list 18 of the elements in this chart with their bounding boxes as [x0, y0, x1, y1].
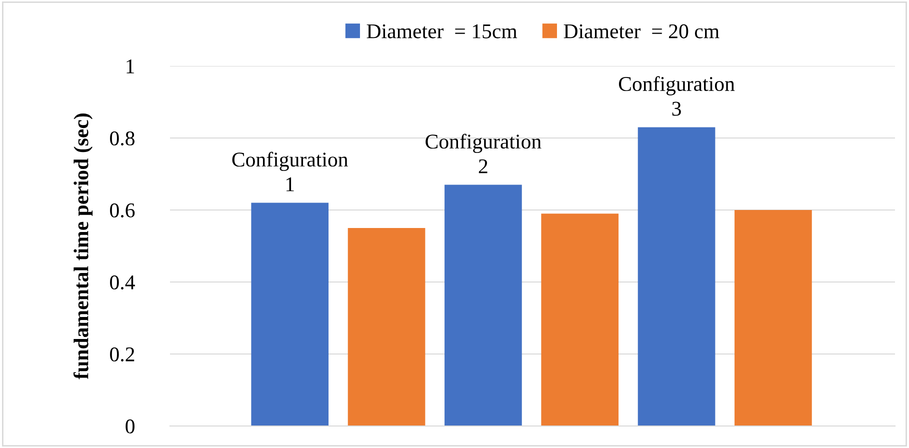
bar: [734, 210, 812, 426]
bar: [348, 228, 426, 426]
y-axis-title: fundamental time period (sec): [73, 114, 93, 380]
bar: [638, 127, 716, 426]
x-tick-label: Configuration 1: [232, 152, 348, 192]
bar: [541, 214, 619, 426]
y-tick-label: 1: [126, 59, 134, 74]
y-tick-label: 0: [126, 419, 134, 434]
bar: [251, 202, 329, 426]
legend-label: Diameter = 20 cm: [564, 24, 720, 38]
y-tick-label: 0.2: [110, 347, 134, 362]
x-tick-label: Configuration 2: [426, 134, 542, 174]
y-tick-label: 0.8: [110, 131, 134, 146]
y-tick-label: 0.6: [110, 203, 135, 218]
bar: [444, 184, 522, 426]
legend-label: Diameter = 15cm: [366, 24, 518, 38]
x-tick-label: Configuration 3: [618, 76, 735, 116]
y-tick-label: 0.4: [110, 275, 135, 290]
